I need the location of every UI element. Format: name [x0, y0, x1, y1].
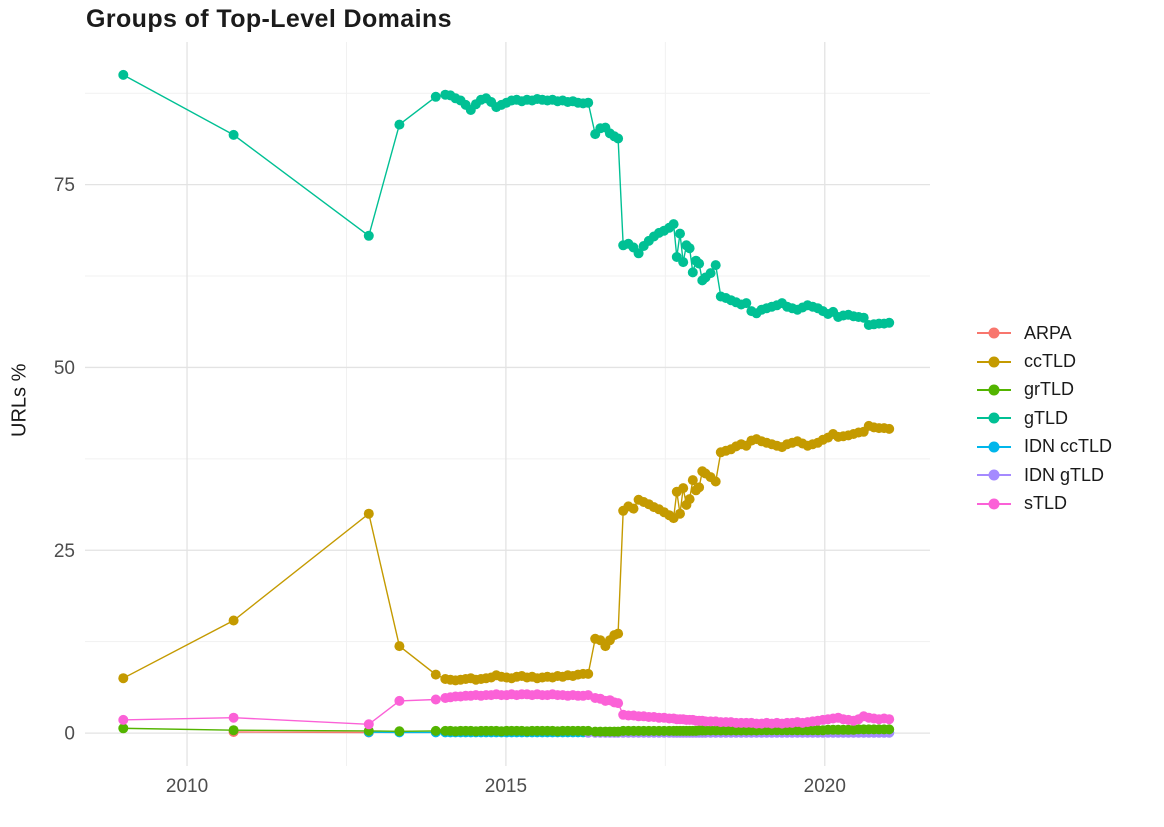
- y-tick-label: 75: [54, 175, 75, 196]
- series-stld: [118, 689, 895, 730]
- data-point: [430, 669, 441, 680]
- legend: ARPA ccTLD grTLD gTLD IDN ccTLD IDN gTLD sTLD: [976, 319, 1112, 518]
- data-point: [228, 725, 239, 736]
- legend-label: gTLD: [1024, 407, 1069, 428]
- x-tick-label: 2020: [804, 776, 846, 797]
- data-point: [430, 694, 441, 705]
- legend-item-arpa: ARPA: [976, 319, 1112, 347]
- data-point: [394, 726, 405, 737]
- legend-key-icon: [977, 441, 1011, 453]
- data-point: [583, 668, 594, 679]
- data-point: [678, 483, 689, 494]
- data-point: [613, 628, 624, 639]
- data-point: [118, 673, 129, 684]
- data-point: [678, 257, 689, 268]
- series-cctld: [118, 420, 895, 686]
- data-point: [884, 714, 895, 725]
- data-point: [687, 267, 698, 278]
- data-point: [741, 298, 752, 309]
- y-axis-title: URLs %: [8, 363, 31, 437]
- y-tick-label: 25: [54, 541, 75, 562]
- data-point: [694, 482, 705, 493]
- data-point: [394, 641, 405, 652]
- data-point: [684, 243, 695, 254]
- data-point: [705, 268, 716, 279]
- data-point: [687, 475, 698, 486]
- legend-item-cctld: ccTLD: [976, 347, 1112, 375]
- legend-item-gtld: gTLD: [976, 404, 1112, 432]
- data-point: [628, 503, 639, 514]
- data-point: [684, 494, 695, 505]
- series-grtld: [118, 723, 895, 737]
- data-point: [228, 129, 239, 140]
- legend-label: ccTLD: [1024, 351, 1077, 372]
- legend-item-idn-cctld: IDN ccTLD: [976, 433, 1112, 461]
- data-point: [633, 248, 644, 259]
- legend-key-icon: [977, 384, 1011, 396]
- data-point: [613, 698, 624, 709]
- data-point: [884, 724, 895, 735]
- x-tick-label: 2010: [166, 776, 208, 797]
- data-point: [675, 508, 685, 519]
- data-point: [668, 219, 679, 230]
- data-point: [363, 719, 374, 730]
- data-point: [884, 423, 895, 434]
- data-point: [583, 97, 594, 108]
- data-point: [118, 69, 129, 80]
- data-point: [228, 615, 239, 626]
- data-point: [363, 230, 374, 241]
- data-point: [710, 476, 721, 487]
- data-point: [394, 119, 405, 130]
- legend-key-icon: [977, 356, 1011, 368]
- data-point: [430, 725, 441, 736]
- data-point: [675, 228, 685, 239]
- legend-key-icon: [977, 469, 1011, 481]
- legend-label: grTLD: [1024, 379, 1075, 400]
- legend-item-idn-gtld: IDN gTLD: [976, 461, 1112, 489]
- legend-item-stld: sTLD: [976, 489, 1112, 517]
- chart-title: Groups of Top-Level Domains: [86, 5, 452, 33]
- data-point: [363, 508, 374, 519]
- data-point: [228, 712, 239, 723]
- data-point: [710, 260, 721, 271]
- legend-key-icon: [977, 498, 1011, 510]
- series-arpa: [228, 727, 374, 738]
- data-point: [884, 317, 895, 328]
- y-tick-label: 0: [64, 724, 75, 745]
- legend-label: sTLD: [1024, 493, 1068, 514]
- data-point: [118, 723, 129, 734]
- legend-key-icon: [977, 412, 1011, 424]
- legend-item-grtld: grTLD: [976, 376, 1112, 404]
- series-line: [233, 731, 369, 734]
- data-point: [118, 714, 129, 725]
- data-point: [430, 91, 441, 102]
- data-point: [858, 312, 869, 323]
- series-gtld: [118, 69, 895, 330]
- data-point: [694, 258, 705, 269]
- legend-label: IDN ccTLD: [1024, 436, 1113, 457]
- y-tick-label: 50: [54, 358, 75, 379]
- legend-key-icon: [977, 327, 1011, 339]
- legend-label: ARPA: [1024, 322, 1072, 343]
- x-tick-label: 2015: [485, 776, 527, 797]
- data-point: [613, 133, 624, 144]
- legend-label: IDN gTLD: [1024, 464, 1105, 485]
- data-point: [394, 695, 405, 706]
